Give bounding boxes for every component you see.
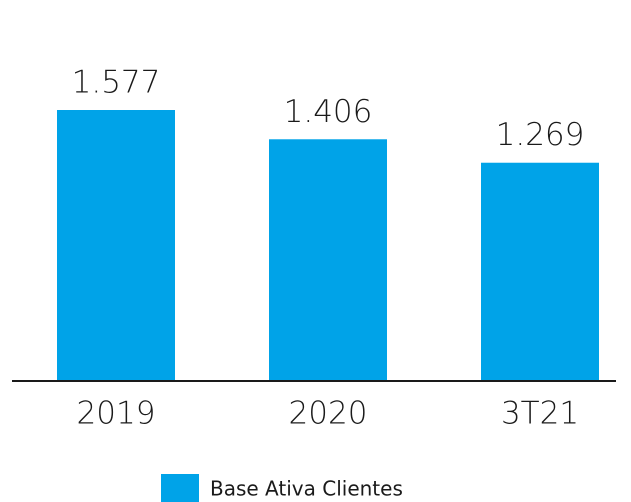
x-tick-label: 2019 <box>77 396 156 432</box>
value-label: 1.406 <box>284 94 373 130</box>
value-label: 1.269 <box>496 117 585 153</box>
bar <box>481 162 599 380</box>
x-tick-label: 3T21 <box>501 396 579 432</box>
bar <box>269 139 387 380</box>
x-tick-label: 2020 <box>289 396 368 432</box>
legend-label: Base Ativa Clientes <box>210 477 403 501</box>
legend-swatch <box>161 474 199 502</box>
bar <box>57 110 175 380</box>
value-label: 1.577 <box>72 65 161 101</box>
